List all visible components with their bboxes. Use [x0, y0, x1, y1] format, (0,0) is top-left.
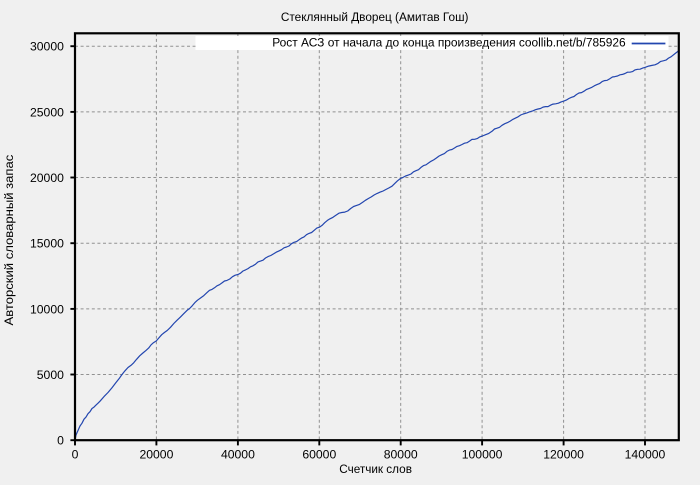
- svg-text:5000: 5000: [37, 368, 64, 382]
- svg-text:140000: 140000: [625, 447, 666, 461]
- svg-text:120000: 120000: [543, 447, 584, 461]
- svg-text:0: 0: [72, 447, 79, 461]
- svg-text:Рост АСЗ от начала до конца пр: Рост АСЗ от начала до конца произведения…: [272, 35, 626, 49]
- svg-text:Счетчик слов: Счетчик слов: [339, 462, 412, 476]
- svg-text:100000: 100000: [462, 447, 503, 461]
- svg-text:40000: 40000: [221, 447, 255, 461]
- svg-text:30000: 30000: [30, 40, 64, 54]
- svg-text:20000: 20000: [139, 447, 173, 461]
- svg-text:Авторский словарный запас: Авторский словарный запас: [2, 155, 16, 326]
- svg-text:80000: 80000: [384, 447, 418, 461]
- svg-text:10000: 10000: [30, 302, 64, 316]
- svg-text:Стеклянный Дворец (Амитав Гош): Стеклянный Дворец (Амитав Гош): [281, 10, 469, 24]
- svg-text:0: 0: [57, 434, 64, 448]
- svg-text:15000: 15000: [30, 237, 64, 251]
- svg-text:60000: 60000: [302, 447, 336, 461]
- svg-text:25000: 25000: [30, 105, 64, 119]
- svg-text:20000: 20000: [30, 171, 64, 185]
